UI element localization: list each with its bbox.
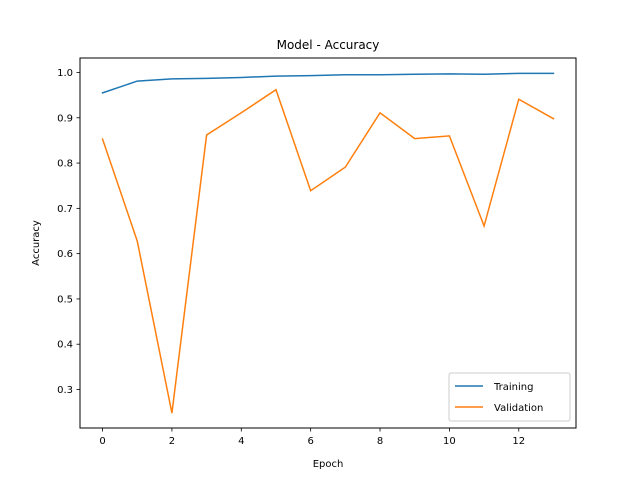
x-axis-title: Epoch <box>313 459 344 470</box>
y-tick-label: 0.5 <box>57 294 73 305</box>
x-tick-label: 0 <box>99 436 105 447</box>
plot-frame <box>79 57 577 429</box>
series-line-training <box>101 72 555 94</box>
y-tick-label: 0.4 <box>57 340 73 351</box>
y-axis-title: Accuracy <box>31 220 42 266</box>
y-tick-label: 0.7 <box>57 204 73 215</box>
y-tick-label: 0.8 <box>57 159 73 170</box>
x-tick-label: 2 <box>169 436 175 447</box>
x-tick-label: 4 <box>238 436 244 447</box>
y-tick-label: 1.0 <box>57 68 73 79</box>
x-tick-label: 10 <box>443 436 456 447</box>
y-tick-label: 0.6 <box>57 249 73 260</box>
x-tick-label: 8 <box>377 436 383 447</box>
legend-label-validation: Validation <box>494 403 543 414</box>
y-tick-label: 0.3 <box>57 385 73 396</box>
x-axis-ticks: 0 2 4 6 8 10 12 <box>99 428 525 447</box>
x-tick-label: 6 <box>307 436 313 447</box>
chart-title: Model - Accuracy <box>277 38 380 52</box>
legend-box <box>448 372 571 422</box>
series-line-validation <box>101 88 555 414</box>
series-layer <box>101 72 555 414</box>
y-tick-label: 0.9 <box>57 113 73 124</box>
legend: Training Validation <box>448 372 571 422</box>
y-axis-ticks: 0.3 0.4 0.5 0.6 0.7 0.8 0.9 1.0 <box>57 68 80 396</box>
x-tick-label: 12 <box>512 436 525 447</box>
legend-label-training: Training <box>493 382 533 393</box>
